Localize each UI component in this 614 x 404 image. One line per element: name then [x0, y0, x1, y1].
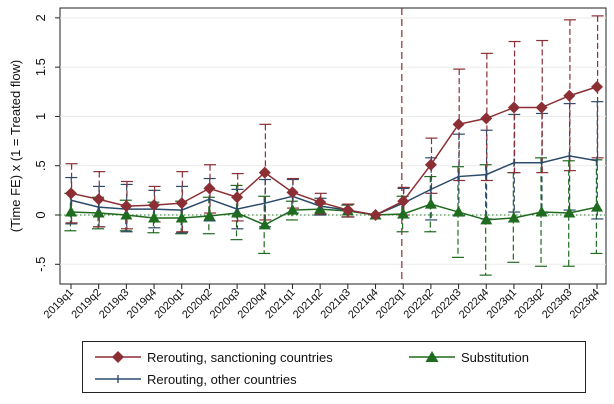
data-point [452, 118, 465, 131]
reference-lines [60, 8, 606, 284]
x-tick-label: 2021q4 [346, 287, 380, 321]
y-tick-label: -.5 [33, 257, 48, 272]
legend-item-substitution: Substitution [409, 347, 529, 367]
data-point [591, 80, 603, 93]
diamond-marker-icon [95, 351, 141, 363]
y-axis: -.5 0 .5 1 1.5 2 [33, 14, 60, 272]
x-tick-label: 2020q2 [180, 287, 214, 321]
data-point [397, 208, 410, 219]
x-tick-label: 2023q3 [540, 287, 574, 321]
plus-marker-icon [95, 375, 141, 383]
legend-item-rerouting-other: Rerouting, other countries [95, 369, 297, 389]
legend: Rerouting, sanctioning countries Substit… [82, 341, 586, 393]
legend-label: Rerouting, other countries [147, 371, 297, 387]
x-tick-label: 2022q2 [402, 287, 436, 321]
data-point [92, 193, 105, 206]
x-tick-label: 2019q2 [69, 287, 103, 321]
chart-svg: -.50.511.52 2019q12019q22019q32019q42020… [8, 7, 607, 321]
x-tick-label: 2021q2 [291, 287, 325, 321]
data-point [535, 101, 548, 114]
legend-item-rerouting-sanctioning: Rerouting, sanctioning countries [95, 347, 333, 367]
data-point [286, 186, 299, 199]
data-point [175, 197, 188, 210]
y-axis-label: (Time FE) x (1 = Treated flow) [8, 60, 23, 233]
x-tick-label: 2020q4 [235, 287, 269, 321]
legend-label: Rerouting, sanctioning countries [147, 349, 333, 365]
data-point [563, 207, 576, 218]
data-point [258, 218, 271, 230]
triangle-marker-icon [409, 351, 455, 362]
data-point [480, 112, 493, 125]
series-layer [64, 15, 604, 276]
data-point [424, 198, 437, 209]
data-point [203, 209, 216, 221]
x-axis: 2019q12019q22019q32019q42020q12020q22020… [42, 284, 602, 321]
series-line [70, 203, 598, 226]
x-tick-label: 2019q3 [97, 287, 131, 321]
x-tick-label: 2023q1 [485, 287, 519, 321]
series-line [70, 155, 598, 216]
x-tick-label: 2023q2 [512, 287, 546, 321]
data-point [563, 89, 576, 102]
data-point [175, 211, 188, 223]
gridlines [60, 17, 606, 265]
series-line-0 [65, 80, 603, 221]
x-tick-label: 2022q1 [374, 287, 408, 321]
data-point [314, 196, 327, 209]
data-point [92, 207, 105, 218]
data-point [286, 204, 299, 215]
data-point [258, 166, 271, 179]
x-tick-label: 2019q4 [125, 287, 159, 321]
x-tick-label: 2023q4 [568, 287, 602, 321]
y-tick-label: .5 [33, 160, 48, 171]
data-point [231, 191, 244, 204]
data-point [148, 199, 161, 212]
data-point [341, 204, 354, 217]
data-point [480, 213, 493, 225]
data-point [535, 206, 548, 217]
data-point [120, 209, 133, 220]
plot-area [59, 7, 607, 285]
data-point [120, 200, 133, 213]
data-point [369, 209, 382, 221]
data-point [65, 206, 77, 217]
x-tick-label: 2020q3 [208, 287, 242, 321]
x-tick-label: 2021q3 [319, 287, 353, 321]
data-point [397, 195, 410, 208]
data-point [203, 182, 216, 195]
x-tick-label: 2021q1 [263, 287, 297, 321]
y-tick-label: 1.5 [33, 58, 48, 76]
x-tick-label: 2020q1 [152, 287, 186, 321]
data-point [507, 101, 520, 114]
y-tick-label: 1 [33, 113, 48, 120]
y-tick-label: 2 [33, 14, 48, 21]
data-point [424, 158, 437, 171]
data-point [65, 187, 77, 200]
x-tick-label: 2022q3 [429, 287, 463, 321]
data-point [148, 211, 161, 223]
x-tick-label: 2019q1 [42, 287, 76, 321]
data-point [452, 206, 465, 217]
y-tick-label: 0 [33, 211, 48, 218]
data-point [591, 201, 603, 212]
x-tick-label: 2022q4 [457, 287, 491, 321]
data-point [507, 211, 520, 223]
legend-label: Substitution [461, 349, 529, 365]
